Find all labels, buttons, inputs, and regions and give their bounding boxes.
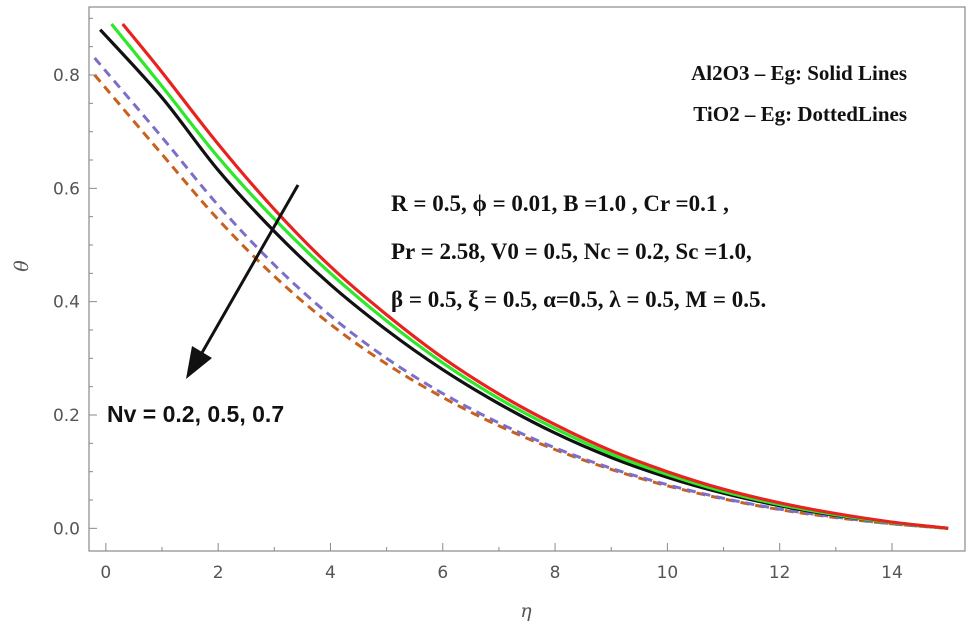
x-tick-label: 2	[213, 563, 224, 583]
y-axis-ticks: 0.0 0.2 0.4 0.6 0.8	[53, 17, 97, 539]
x-tick-label: 4	[325, 563, 336, 583]
nv-prefix: Nv =	[107, 401, 163, 427]
x-axis-label: η	[520, 600, 532, 622]
x-tick-label: 14	[881, 563, 903, 583]
y-tick-label: 0.0	[53, 519, 80, 539]
plot-frame	[88, 6, 966, 552]
legend-entry-solid: Al2O3 – Eg: Solid Lines	[691, 61, 907, 85]
x-axis-ticks: 0 2 4 6 8 10 12 14	[100, 543, 903, 583]
legend-entry-dotted: TiO2 – Eg: DottedLines	[693, 102, 907, 126]
series-line	[93, 57, 949, 530]
series-layer	[93, 22, 949, 530]
y-tick-label: 0.4	[53, 293, 80, 313]
parameter-line-3: β = 0.5, ξ = 0.5, α=0.5, λ = 0.5, M = 0.…	[391, 287, 766, 312]
x-tick-label: 8	[550, 563, 561, 583]
nv-arrow-icon	[186, 184, 300, 379]
series-line	[93, 74, 949, 530]
series-line	[121, 22, 949, 530]
x-tick-label: 12	[769, 563, 791, 583]
y-tick-label: 0.8	[53, 66, 80, 86]
nv-values: 0.2, 0.5, 0.7	[163, 401, 284, 427]
parameter-line-2: Pr = 2.58, V0 = 0.5, Nc = 0.2, Sc =1.0,	[391, 239, 752, 264]
y-axis-label: θ	[11, 260, 33, 272]
nv-annotation: Nv = 0.2, 0.5, 0.7	[107, 401, 284, 427]
parameter-line-1: R = 0.5, ϕ = 0.01, B =1.0 , Cr =0.1 ,	[391, 191, 729, 216]
x-tick-label: 6	[437, 563, 448, 583]
x-tick-label: 10	[657, 563, 679, 583]
y-tick-label: 0.6	[53, 179, 80, 199]
y-tick-label: 0.2	[53, 406, 80, 426]
x-tick-label: 0	[100, 563, 111, 583]
